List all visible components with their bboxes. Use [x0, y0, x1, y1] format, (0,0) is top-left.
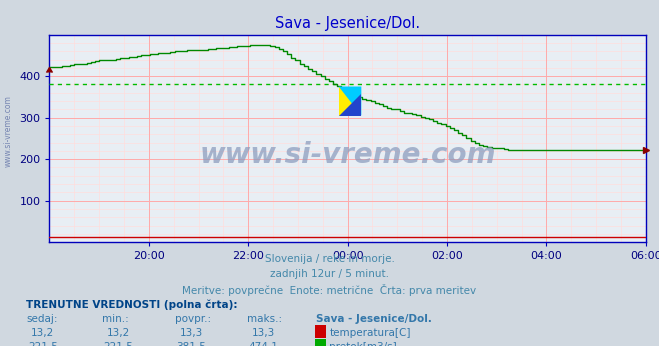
Text: min.:: min.:: [102, 314, 129, 324]
Polygon shape: [339, 86, 361, 116]
Text: www.si-vreme.com: www.si-vreme.com: [3, 95, 13, 167]
Text: 13,2: 13,2: [107, 328, 130, 338]
Title: Sava - Jesenice/Dol.: Sava - Jesenice/Dol.: [275, 16, 420, 31]
Text: zadnjih 12ur / 5 minut.: zadnjih 12ur / 5 minut.: [270, 269, 389, 279]
Text: Sava - Jesenice/Dol.: Sava - Jesenice/Dol.: [316, 314, 432, 324]
Text: sedaj:: sedaj:: [26, 314, 58, 324]
Text: povpr.:: povpr.:: [175, 314, 211, 324]
Text: temperatura[C]: temperatura[C]: [330, 328, 411, 338]
Text: 13,3: 13,3: [179, 328, 203, 338]
Text: pretok[m3/s]: pretok[m3/s]: [330, 342, 397, 346]
Text: www.si-vreme.com: www.si-vreme.com: [200, 141, 496, 169]
Text: TRENUTNE VREDNOSTI (polna črta):: TRENUTNE VREDNOSTI (polna črta):: [26, 299, 238, 310]
Text: 13,3: 13,3: [252, 328, 275, 338]
Polygon shape: [339, 94, 361, 116]
Text: 221,5: 221,5: [28, 342, 58, 346]
Text: 474,1: 474,1: [248, 342, 279, 346]
Text: Slovenija / reke in morje.: Slovenija / reke in morje.: [264, 254, 395, 264]
Text: maks.:: maks.:: [247, 314, 282, 324]
Polygon shape: [339, 86, 361, 116]
Text: Meritve: povprečne  Enote: metrične  Črta: prva meritev: Meritve: povprečne Enote: metrične Črta:…: [183, 284, 476, 296]
Text: 13,2: 13,2: [31, 328, 55, 338]
Text: 221,5: 221,5: [103, 342, 134, 346]
Text: 381,5: 381,5: [176, 342, 206, 346]
